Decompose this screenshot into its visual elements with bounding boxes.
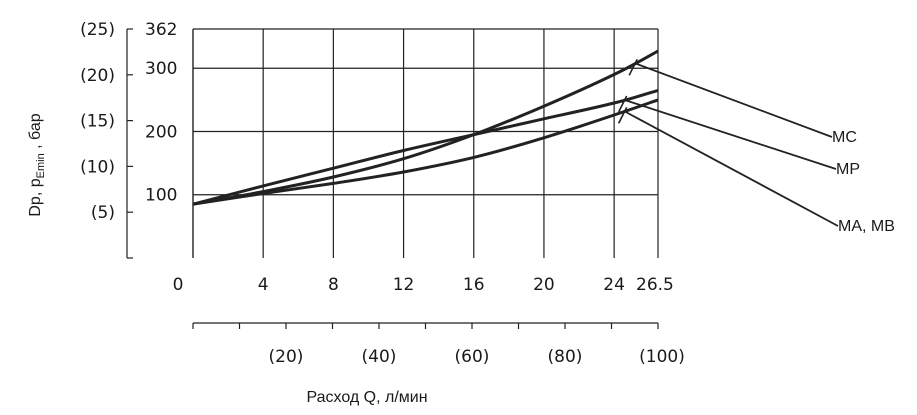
x-tick-label-4: 16 [463,275,485,295]
x-tick-label-7: 26.5 [636,275,674,295]
y2-tick-label-0: (5) [91,203,115,223]
x2-tick-label-1: (40) [362,347,397,367]
series-lines [192,49,659,206]
tick-labels: (5) (10) (15) (20) (25) 100 200 300 362 0 4 8 12 16 20… [80,20,895,367]
y2-tick-label-1: (10) [80,157,115,177]
x-tick-label-0: 0 [173,275,184,295]
y-tick-label-3: 362 [145,20,177,40]
grid [193,28,659,258]
series-line-1 [192,88,659,206]
leader-line-1 [624,99,837,170]
y-tick-label-1: 200 [145,122,177,142]
y2-tick-label-3: (20) [80,66,115,86]
x2-tick-label-3: (80) [548,347,583,367]
leader-tick-0 [628,58,638,76]
leader-line-2 [624,110,839,227]
y2-tick-label-2: (15) [80,112,115,132]
leader-tick-2 [617,107,628,124]
leader-tick-1 [617,95,628,113]
axes [126,28,659,329]
y-axis-label-sub: Emin [35,153,47,178]
series-label-1: MP [836,161,860,178]
y2-tick-label-4: (25) [80,20,115,40]
x-tick-label-2: 8 [328,275,339,295]
series-label-2: MA, MB [838,218,895,235]
x2-tick-label-2: (60) [455,347,490,367]
y-axis-label-tail: , бар [27,113,44,153]
x-tick-label-5: 20 [533,275,555,295]
x-tick-label-6: 24 [603,275,625,295]
x-tick-label-1: 4 [258,275,269,295]
y-axis-label-main: Dp, p [27,178,44,216]
x-tick-label-3: 12 [393,275,415,295]
series-line-2 [192,98,659,206]
leader-line-0 [634,62,833,138]
series-label-0: MC [832,129,857,146]
x2-tick-label-0: (20) [269,347,304,367]
x2-tick-label-4: (100) [639,347,685,367]
series-line-0 [192,49,659,206]
y-tick-label-2: 300 [145,59,177,79]
y-tick-label-0: 100 [145,186,177,206]
leader-lines [617,58,839,227]
y-axis-label: Dp, pEmin , бар [27,113,47,216]
x-axis-label: Расход Q, л/мин [306,389,427,406]
